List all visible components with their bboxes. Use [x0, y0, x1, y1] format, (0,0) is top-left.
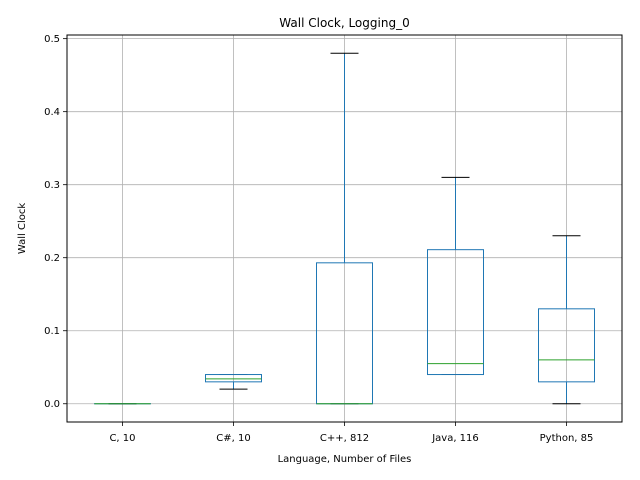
x-axis-label: Language, Number of Files	[278, 454, 412, 465]
y-tick-label: 0.3	[44, 180, 60, 191]
ticks: 0.0 0.1 0.2 0.3 0.4 0.5 C, 10 C#, 10 C++, 812 Jav…	[44, 34, 593, 444]
y-tick-label: 0.2	[44, 253, 60, 264]
x-tick-label: C#, 10	[216, 433, 250, 444]
box-3	[427, 176, 484, 376]
iqr-box	[427, 249, 484, 376]
y-tick-label: 0.4	[44, 107, 60, 118]
y-tick-label: 0.0	[44, 399, 60, 410]
box-1	[205, 374, 262, 390]
y-tick-label: 0.1	[44, 326, 60, 337]
y-tick-label: 0.5	[44, 34, 60, 45]
x-tick-label: Java, 116	[431, 433, 479, 444]
x-tick-label: C, 10	[109, 433, 135, 444]
x-tick-label: C++, 812	[320, 433, 369, 444]
boxes	[94, 52, 595, 405]
iqr-box	[538, 308, 595, 383]
y-axis-label: Wall Clock	[17, 203, 28, 254]
x-tick-label: Python, 85	[540, 433, 594, 444]
box-2	[316, 52, 373, 405]
box-4	[538, 235, 595, 405]
iqr-box	[205, 374, 262, 383]
chart-title: Wall Clock, Logging_0	[279, 16, 409, 30]
